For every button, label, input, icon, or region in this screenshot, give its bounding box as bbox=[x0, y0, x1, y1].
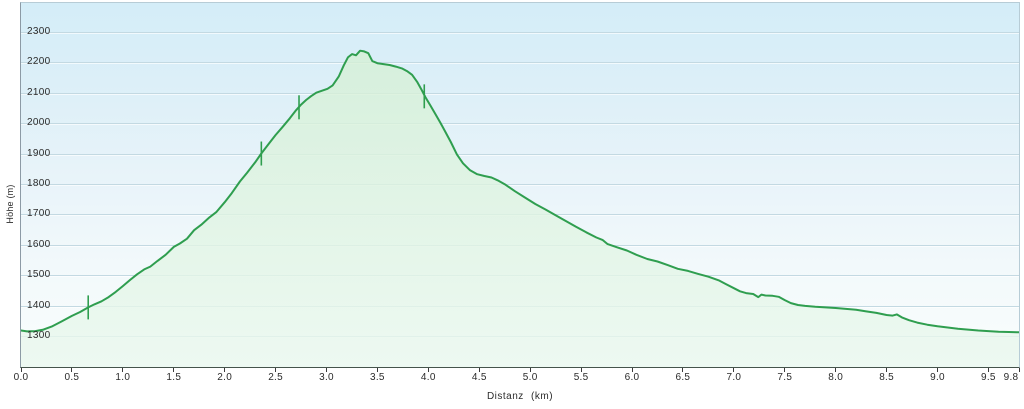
y-tick-label: 1700 bbox=[27, 208, 51, 220]
gridline bbox=[21, 92, 1019, 94]
x-tick-label: 5.0 bbox=[522, 372, 538, 383]
x-tick-label: 9.8 bbox=[1003, 372, 1019, 383]
x-tick-label: 8.0 bbox=[828, 372, 844, 383]
gridline bbox=[21, 183, 1019, 185]
x-tick-mark bbox=[122, 368, 124, 372]
elevation-line bbox=[21, 49, 1019, 334]
gridline bbox=[21, 153, 1019, 155]
x-tick-label: 1.5 bbox=[166, 372, 182, 383]
x-tick-mark bbox=[835, 368, 837, 372]
x-tick-label: 3.5 bbox=[369, 372, 385, 383]
x-tick-mark bbox=[376, 368, 378, 372]
x-tick-label: 6.0 bbox=[624, 372, 640, 383]
x-tick-mark bbox=[478, 368, 480, 372]
gridline bbox=[21, 123, 1019, 125]
x-tick-label: 6.5 bbox=[675, 372, 691, 383]
x-tick-label: 5.5 bbox=[573, 372, 589, 383]
elevation-area-fill bbox=[21, 50, 1019, 367]
y-tick-label: 1600 bbox=[27, 238, 51, 250]
y-tick-label: 2200 bbox=[27, 56, 51, 68]
x-tick-mark bbox=[173, 368, 175, 372]
elevation-curve bbox=[21, 49, 1019, 367]
x-tick-mark bbox=[1018, 368, 1020, 372]
plot-area[interactable]: 2300 2200 2100 2000 1900 1800 1700 1600 1500 1400… bbox=[20, 2, 1020, 368]
x-tick-mark bbox=[529, 368, 531, 372]
x-tick-mark bbox=[631, 368, 633, 372]
x-tick-label: 0.5 bbox=[64, 372, 80, 383]
y-tick-label: 2300 bbox=[27, 25, 51, 37]
y-tick-label: 1900 bbox=[27, 147, 51, 159]
y-tick-label: 1500 bbox=[27, 269, 51, 281]
x-tick-label: 4.0 bbox=[420, 372, 436, 383]
x-tick-label: 2.5 bbox=[268, 372, 283, 383]
x-tick-mark bbox=[224, 368, 226, 372]
x-tick-label: 7.0 bbox=[726, 372, 742, 383]
x-tick-mark bbox=[682, 368, 684, 372]
x-tick-mark bbox=[326, 368, 327, 372]
x-axis-title: Distanz (km) bbox=[486, 391, 554, 402]
y-tick-label: 1300 bbox=[27, 330, 51, 341]
x-tick-label: 8.5 bbox=[879, 372, 894, 383]
x-tick-mark bbox=[580, 368, 582, 372]
gridline bbox=[21, 31, 1019, 33]
x-tick-label: 7.5 bbox=[777, 372, 793, 383]
y-tick-label: 1400 bbox=[27, 299, 51, 311]
x-tick-label: 9.5 bbox=[980, 372, 996, 383]
x-tick-mark bbox=[427, 368, 429, 372]
waypoint-markers bbox=[87, 84, 426, 320]
x-tick-label: 3.0 bbox=[319, 372, 334, 383]
y-tick-label: 2100 bbox=[27, 86, 51, 98]
x-tick-mark bbox=[20, 368, 22, 372]
x-tick-label: 9.0 bbox=[930, 372, 945, 383]
x-tick-mark bbox=[987, 368, 989, 372]
x-tick-mark bbox=[937, 368, 938, 372]
x-tick-mark bbox=[71, 368, 73, 372]
x-tick-mark bbox=[886, 368, 888, 372]
x-tick-label: 2.0 bbox=[217, 372, 233, 383]
x-tick-label: 4.5 bbox=[471, 372, 487, 383]
x-tick-label: 0.0 bbox=[13, 372, 29, 383]
y-axis-title: Höhe (m) bbox=[5, 184, 15, 224]
x-tick-mark bbox=[733, 368, 735, 372]
x-tick-mark bbox=[784, 368, 786, 372]
y-tick-label: 1800 bbox=[27, 177, 51, 189]
y-tick-label: 2000 bbox=[27, 117, 51, 129]
x-tick-label: 1.0 bbox=[115, 372, 131, 383]
x-tick-mark bbox=[275, 368, 277, 372]
gridline bbox=[21, 62, 1019, 64]
